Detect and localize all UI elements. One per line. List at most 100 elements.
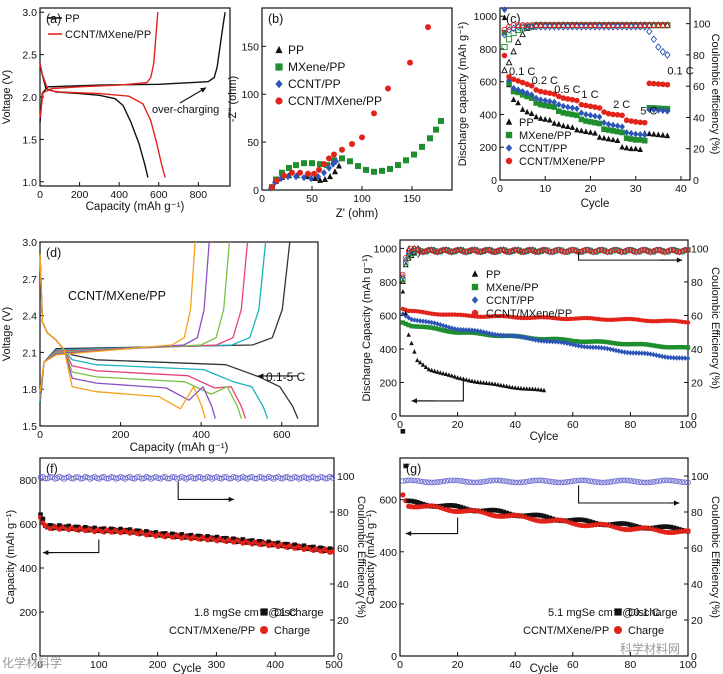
point-pp [312,175,318,182]
cap-point [583,102,589,109]
point-ccnt-mxene-pp [316,166,322,173]
cap-point [546,90,553,96]
cap-point [590,339,596,344]
cap-point [510,384,515,390]
eff-point [113,475,119,482]
eff-point [646,22,653,29]
cap-point [507,384,512,389]
cap-point [400,289,406,294]
cap-point [614,128,621,135]
x-axis-label: Z' (ohm) [336,208,379,220]
eff-point [668,247,674,253]
eff-point [653,478,660,485]
cap-point [409,340,414,346]
eff-point [613,478,619,484]
eff-point [584,247,590,253]
eff-point [558,248,564,254]
eff-point [440,247,446,253]
eff-point [561,249,567,255]
cap-pointer-head [42,549,49,556]
cap-point [446,324,452,331]
cap-point [506,74,512,80]
cap-point [420,318,426,325]
eff-point [578,477,585,484]
legend-label: MXene/PP [519,130,572,142]
cap-point [449,325,455,331]
eff-point [592,479,599,485]
cap-point [561,337,567,342]
cap-point [596,339,601,344]
cap-point [660,107,666,114]
cap-point [561,339,567,346]
eff-point [480,247,487,254]
cap-point [641,119,648,126]
legend-marker [260,626,268,634]
x-tick-label: 80 [625,659,637,671]
x-tick-label: 40 [675,183,687,195]
cap-point [674,355,679,361]
x-tick-label: 200 [149,659,167,671]
eff-point [564,479,570,485]
cap-pointer-head [405,530,412,537]
discharge-point [461,505,466,511]
cap-point [651,80,657,87]
discharge-point [576,517,581,522]
eff-point [685,247,691,253]
cap-point [637,137,644,143]
cap-pointer-head [411,398,417,404]
cap-point [533,100,539,106]
eff-point [655,43,662,52]
cap-point [623,129,630,136]
eff-point [520,479,527,485]
legend-label: CCNT/PP [519,143,567,155]
cap-point [657,353,662,359]
cap-point [547,338,552,345]
cap-point [573,339,578,344]
cap-point [610,121,616,129]
discharge-point [489,507,495,513]
point-ccnt-pp [321,169,327,177]
cap-point [501,52,508,59]
cap-point [501,6,508,14]
discharge-point [275,540,281,546]
cap-point [579,339,584,344]
eff-point [591,22,599,29]
cap-point [623,144,630,151]
eff-point [420,478,426,485]
cap-point [423,318,429,325]
discharge-point [311,544,316,550]
rate-label: 5 C [640,105,657,117]
cap-point [452,330,457,335]
cap-point [659,344,665,350]
discharge-point [82,524,88,530]
eff-point [632,22,639,29]
cap-point [501,332,506,339]
cap-point [668,345,673,350]
eff-point [526,247,533,253]
cap-point [599,339,604,344]
cap-point [452,326,457,332]
eff-point [423,479,429,485]
eff-point [650,21,658,28]
eff-point [454,477,461,484]
cap-point [551,120,558,126]
eff-point [489,477,496,484]
panel-label: (b) [268,12,283,26]
cap-point [614,112,621,118]
cap-point [469,378,475,383]
cap-point [475,379,480,384]
eff-point [225,475,232,482]
eff-point [498,247,504,253]
eff-pointer-head [676,257,683,263]
discharge-point [452,503,458,508]
panel-label: (g) [406,462,421,476]
eff-point [533,22,540,29]
y2-tick-label: 0 [691,411,697,423]
discharge-point [656,524,662,530]
point-mxene-pp [433,126,439,133]
cap-point [623,117,630,124]
discharge-point [533,512,538,518]
eff-point [495,477,501,484]
point-ccnt-mxene-pp [339,146,345,153]
cap-point [409,323,414,329]
